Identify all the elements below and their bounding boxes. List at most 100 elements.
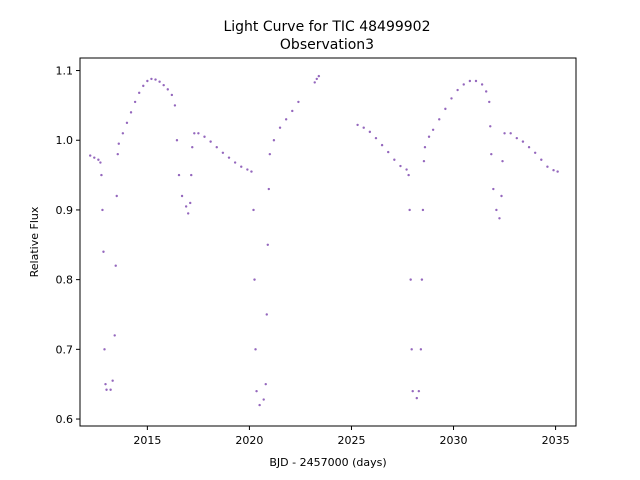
x-axis-ticks: 2015 2020 2025 2030 2035 xyxy=(133,426,570,447)
data-point xyxy=(409,278,412,281)
data-point xyxy=(291,109,294,113)
data-point xyxy=(408,208,411,212)
data-point xyxy=(540,158,543,161)
data-point xyxy=(115,194,118,198)
data-point xyxy=(121,132,125,135)
data-point xyxy=(527,146,531,149)
data-point xyxy=(190,173,193,177)
data-point xyxy=(368,130,372,134)
data-point xyxy=(258,403,261,407)
data-point xyxy=(410,348,413,351)
data-point xyxy=(423,146,427,149)
data-point xyxy=(97,158,100,161)
data-point xyxy=(444,107,447,111)
data-point xyxy=(356,123,359,127)
x-tick-label: 2015 xyxy=(133,434,161,447)
data-point xyxy=(221,151,225,154)
data-point xyxy=(521,140,525,143)
data-point xyxy=(415,396,418,400)
data-point xyxy=(177,173,181,177)
data-point xyxy=(399,164,402,168)
data-point xyxy=(297,100,300,104)
data-point xyxy=(393,158,396,161)
data-point xyxy=(262,398,265,401)
x-axis-label: BJD - 2457000 (days) xyxy=(269,456,386,469)
y-axis-label: Relative Flux xyxy=(28,206,41,277)
data-point xyxy=(250,170,253,173)
data-point xyxy=(488,100,491,104)
data-point xyxy=(100,173,103,177)
data-point xyxy=(102,250,105,253)
data-point xyxy=(421,208,425,212)
data-point xyxy=(203,135,206,138)
data-point xyxy=(266,243,269,246)
data-point xyxy=(484,90,488,93)
data-point xyxy=(117,142,120,145)
data-point xyxy=(197,132,200,135)
data-point xyxy=(533,151,537,154)
data-point xyxy=(189,201,192,205)
data-point xyxy=(552,169,555,172)
data-point xyxy=(166,88,169,91)
y-tick-label: 0.7 xyxy=(56,343,74,356)
data-point xyxy=(500,194,503,198)
data-point xyxy=(191,146,194,149)
data-point xyxy=(515,136,519,140)
data-point xyxy=(227,156,231,159)
x-tick-label: 2020 xyxy=(235,434,263,447)
data-point xyxy=(133,100,137,104)
data-point xyxy=(427,135,431,138)
data-point xyxy=(254,348,257,351)
data-point xyxy=(240,165,243,168)
data-point xyxy=(374,136,378,140)
data-point xyxy=(142,84,145,88)
data-point xyxy=(116,152,119,156)
data-point xyxy=(387,150,390,154)
data-point xyxy=(501,159,504,163)
data-point xyxy=(489,125,492,128)
data-point xyxy=(272,139,276,142)
data-point xyxy=(313,81,316,84)
data-point xyxy=(215,146,218,149)
data-point xyxy=(462,83,465,86)
data-point xyxy=(490,152,493,156)
data-point xyxy=(99,161,102,164)
data-point xyxy=(405,168,408,171)
data-point xyxy=(495,208,498,212)
data-point xyxy=(103,348,106,351)
x-tick-label: 2035 xyxy=(542,434,570,447)
data-point xyxy=(255,389,258,393)
data-point xyxy=(104,382,107,386)
plot-frame xyxy=(79,57,577,427)
data-point xyxy=(362,126,365,129)
data-point xyxy=(265,313,268,316)
data-point xyxy=(246,168,249,171)
data-point xyxy=(233,161,237,164)
data-point xyxy=(556,170,559,173)
data-point xyxy=(253,278,256,281)
data-point xyxy=(284,118,288,121)
data-point xyxy=(480,83,484,86)
data-point xyxy=(184,205,188,208)
data-point xyxy=(111,379,114,382)
data-point xyxy=(492,187,495,191)
data-point xyxy=(154,78,157,81)
data-point xyxy=(456,88,459,92)
data-point xyxy=(509,132,512,135)
data-point xyxy=(380,143,384,147)
data-point xyxy=(474,79,478,83)
data-points xyxy=(89,74,559,407)
data-point xyxy=(278,126,282,129)
data-point xyxy=(93,156,96,159)
data-point xyxy=(498,217,501,220)
data-point xyxy=(158,80,161,83)
data-point xyxy=(209,140,212,143)
data-point xyxy=(422,159,426,163)
data-point xyxy=(450,97,453,100)
data-point xyxy=(193,132,196,135)
data-point xyxy=(180,194,184,198)
data-point xyxy=(411,389,414,393)
data-point xyxy=(267,187,271,191)
data-point xyxy=(264,382,267,386)
